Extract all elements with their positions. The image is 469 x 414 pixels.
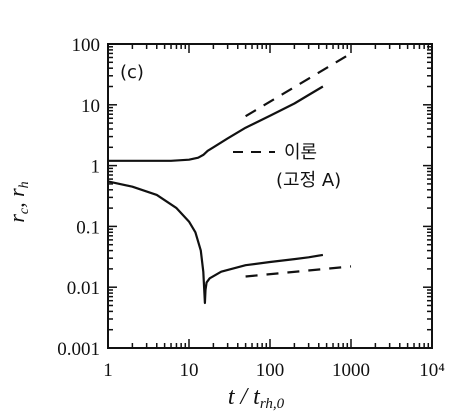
plot-frame	[107, 43, 433, 349]
y-tick-label: 100	[72, 35, 101, 56]
x-tick-label: 1000	[332, 360, 370, 381]
theory-dashed-line-3	[245, 52, 352, 118]
y-tick-label: 0.1	[76, 217, 100, 238]
xtick-labels: 1 10 100 1000 10⁴	[103, 360, 445, 381]
y-axis-label: rc, rh	[4, 181, 32, 222]
panel-label: (c)	[120, 62, 144, 83]
legend-line1: 이론	[284, 142, 317, 163]
svg-text:rc, rh: rc, rh	[4, 181, 32, 222]
x-tick-label: 10⁴	[419, 360, 445, 381]
theory-dashed-line-4	[245, 265, 352, 278]
ytick-labels: 0.001 0.01 0.1 1 10 100	[57, 35, 100, 360]
x-tick-label: 1	[103, 360, 113, 381]
y-tick-label: 10	[81, 96, 100, 117]
y-tick-label: 1	[91, 157, 101, 178]
x-tick-label: 10	[180, 360, 199, 381]
svg-text:t / trh,0: t / trh,0	[228, 384, 285, 412]
solid-curve-1	[108, 85, 324, 162]
y-tick-label: 0.01	[67, 278, 100, 299]
legend-line2: (고정 A)	[276, 170, 341, 191]
solid-curve-2	[107, 180, 324, 305]
series-layer	[107, 52, 352, 305]
x-axis-label: t / trh,0	[228, 384, 285, 412]
y-tick-label: 0.001	[57, 339, 100, 360]
x-tick-label: 100	[256, 360, 285, 381]
